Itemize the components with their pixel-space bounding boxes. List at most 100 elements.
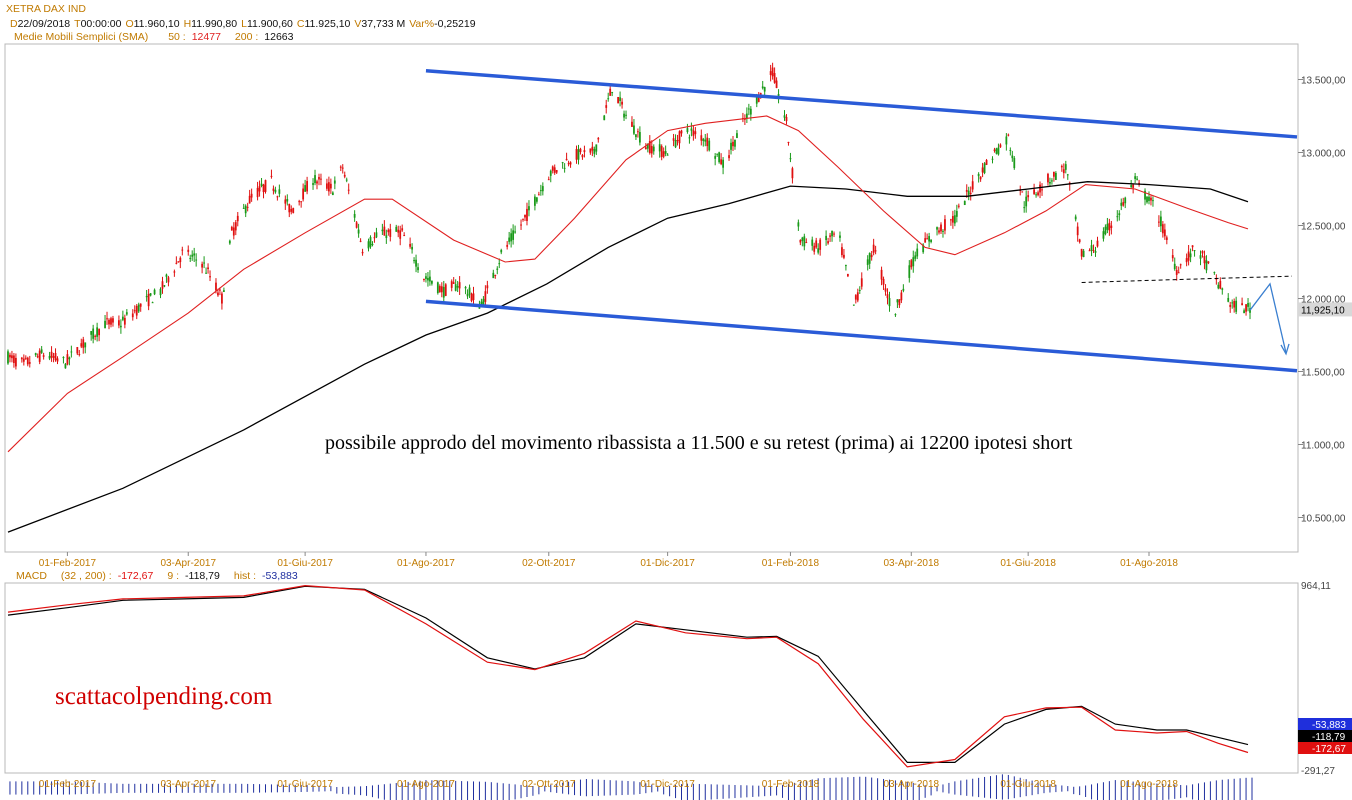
- sma-legend-part: Medie Mobili Semplici (SMA): [14, 31, 148, 43]
- candle-body: [949, 219, 952, 221]
- macd-last-badge-label: -118,79: [1312, 732, 1346, 743]
- forecast-arrow-line: [1249, 282, 1287, 354]
- candle-body: [1130, 185, 1133, 188]
- candle-body: [805, 242, 808, 244]
- candle-body: [912, 257, 915, 267]
- candle-body: [438, 286, 441, 292]
- candle-body: [749, 108, 752, 115]
- candle-body: [153, 289, 156, 295]
- candle-body: [605, 105, 608, 108]
- candle-body: [472, 293, 475, 300]
- candle-body: [637, 131, 639, 133]
- candle-body: [1037, 192, 1039, 196]
- candle-body: [359, 240, 362, 242]
- candle-body: [284, 199, 287, 204]
- candle-body: [288, 204, 291, 213]
- candle-body: [306, 181, 309, 192]
- candle-body: [967, 190, 970, 195]
- candle-body: [799, 240, 802, 243]
- candle-body: [34, 353, 37, 356]
- last-price-badge: [1298, 302, 1352, 317]
- candle-body: [56, 358, 59, 362]
- candle-body: [189, 257, 192, 259]
- header-value: 11.925,10: [304, 18, 350, 30]
- candle-body: [357, 229, 360, 234]
- candle-body: [248, 195, 251, 204]
- candle-body: [803, 236, 806, 247]
- sma-legend: Medie Mobili Semplici (SMA) 50 : 12477 200 …: [14, 31, 294, 43]
- candle-body: [236, 215, 239, 222]
- x-tick-label: 03-Apr-2017: [160, 558, 216, 569]
- candle-body: [22, 358, 25, 362]
- candle-body: [262, 184, 265, 193]
- candle-body: [42, 355, 45, 357]
- candle-body: [720, 159, 723, 165]
- candle-body: [1229, 304, 1232, 307]
- candle-body: [333, 180, 336, 184]
- candle-body: [609, 88, 612, 96]
- candle-body: [734, 139, 736, 147]
- price-plot: [7, 62, 1298, 533]
- price-panel-frame: [4, 43, 1299, 553]
- candle-body: [787, 141, 790, 143]
- candle-body: [278, 189, 281, 194]
- candle-body: [965, 189, 968, 192]
- candle-body: [118, 320, 120, 326]
- candle-body: [789, 158, 792, 160]
- candle-body: [747, 108, 750, 110]
- candle-body: [589, 148, 592, 153]
- candle-body: [147, 293, 150, 307]
- candle-body: [1039, 184, 1041, 193]
- sma-legend-part: 200 :: [235, 31, 258, 43]
- candle-body: [888, 298, 891, 307]
- candle-body: [468, 287, 471, 295]
- candle-body: [569, 162, 572, 165]
- candle-body: [500, 249, 503, 253]
- candle-body: [924, 238, 927, 243]
- sma-legend-part: 12663: [264, 31, 293, 43]
- candle-body: [274, 189, 277, 193]
- macd-legend-part: -118,79: [185, 570, 220, 582]
- y-tick-label: 13.500,00: [1301, 76, 1346, 87]
- candle-body: [680, 130, 683, 134]
- candle-body: [228, 240, 231, 244]
- candle-body: [595, 144, 598, 152]
- candle-body: [829, 235, 831, 237]
- candle-body: [96, 327, 99, 337]
- candle-body: [411, 246, 413, 250]
- candle-body: [1185, 258, 1188, 263]
- candle-body: [773, 73, 776, 83]
- candle-body: [298, 201, 301, 203]
- candle-body: [15, 357, 17, 367]
- candle-body: [415, 259, 417, 267]
- candle-body: [801, 237, 804, 241]
- candle-body: [664, 151, 667, 154]
- candle-body: [900, 292, 903, 301]
- candle-body: [997, 147, 1000, 155]
- candle-body: [631, 121, 633, 127]
- candle-body: [995, 148, 998, 154]
- candle-body: [991, 158, 994, 160]
- candle-body: [694, 131, 697, 135]
- candle-body: [207, 267, 209, 270]
- candle-body: [856, 292, 859, 301]
- candle-body: [1175, 269, 1178, 275]
- candle-body: [646, 143, 649, 149]
- candle-body: [1247, 302, 1249, 307]
- candle-body: [1144, 190, 1146, 200]
- candle-body: [286, 198, 289, 202]
- macd-line: [7, 584, 1249, 768]
- candle-body: [886, 294, 889, 299]
- candle-body: [1163, 229, 1166, 237]
- candle-body: [399, 230, 402, 239]
- candle-body: [1122, 202, 1125, 206]
- candle-body: [722, 159, 724, 168]
- candle-body: [846, 273, 849, 277]
- candle-body: [38, 350, 41, 362]
- candle-body: [854, 295, 857, 300]
- candle-body: [1227, 297, 1230, 302]
- candle-body: [955, 210, 958, 217]
- candle-body: [944, 219, 946, 231]
- candle-body: [1088, 250, 1091, 252]
- candle-body: [672, 138, 675, 141]
